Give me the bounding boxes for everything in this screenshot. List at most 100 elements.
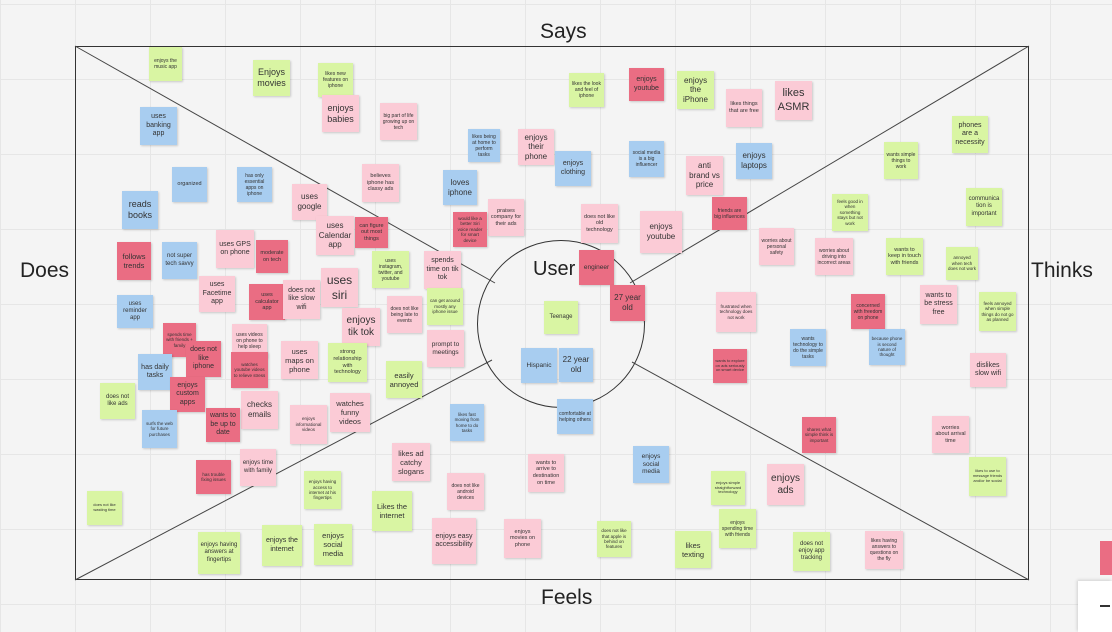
sticky-note[interactable]: surfs the web for future purchases [142, 410, 177, 448]
sticky-note[interactable]: Hispanic [521, 348, 557, 383]
sticky-note[interactable]: can get around mostly any iphone issue [427, 288, 463, 325]
sticky-note[interactable]: prompt to meetings [427, 330, 464, 367]
sticky-note[interactable]: can figure out most things [355, 217, 388, 248]
sticky-note[interactable]: shares what simple think is important [802, 417, 836, 453]
sticky-note[interactable]: Teenage [544, 301, 578, 334]
sticky-note[interactable]: enjoys having answers at fingertips [198, 532, 240, 574]
sticky-note[interactable]: frustrated when technology does not work [716, 292, 756, 332]
sticky-note[interactable]: worries about personal safety [759, 228, 794, 265]
sticky-note[interactable]: uses reminder app [117, 295, 153, 328]
sticky-note[interactable]: 22 year old [559, 348, 593, 382]
sticky-note[interactable]: has trouble fixing issues [196, 460, 231, 494]
sticky-note[interactable]: enjoys ads [767, 464, 804, 505]
sticky-note[interactable]: 27 year old [610, 285, 645, 321]
sticky-note[interactable]: social media is a big influencer [629, 141, 664, 177]
sticky-note[interactable]: does not like ads [100, 383, 135, 419]
sticky-note[interactable]: enjoys movies on phone [504, 519, 541, 558]
sticky-note[interactable]: watches youtube videos to relieve stress [231, 352, 268, 388]
sticky-note[interactable]: enjoys tik tok [342, 308, 380, 346]
sticky-note[interactable]: enjoys clothing [555, 151, 591, 186]
sticky-note[interactable]: would like a better Siri voice reader fo… [453, 212, 487, 247]
sticky-note[interactable]: enjoys social media [633, 446, 669, 483]
sticky-note[interactable]: wants simple things to work [884, 142, 918, 179]
sticky-note[interactable]: likes texting [675, 531, 711, 568]
sticky-note[interactable]: does not like android devices [447, 473, 484, 510]
sticky-note[interactable]: anti brand vs price [686, 156, 723, 195]
sticky-note[interactable]: phones are a necessity [952, 116, 988, 153]
sticky-note[interactable]: worries about arrival time [932, 416, 969, 453]
sticky-note[interactable]: wants to keep in touch with friends [886, 238, 923, 275]
sticky-note[interactable]: does not like being late to events [387, 296, 422, 333]
offscreen-sticky-note[interactable] [1100, 541, 1112, 575]
sticky-note[interactable]: watches funny videos [330, 393, 370, 432]
sticky-note[interactable]: concerned with freedom on phone [851, 294, 885, 329]
sticky-note[interactable]: wants technology to do the simple tasks [790, 329, 826, 366]
sticky-note[interactable]: not super tech savvy [162, 242, 197, 279]
sticky-note[interactable]: likes new features on iphone [318, 63, 353, 97]
sticky-note[interactable]: feels good in when something stays but n… [832, 194, 868, 231]
sticky-note[interactable]: likes ad catchy slogans [392, 443, 430, 481]
sticky-note[interactable]: communication is important [966, 188, 1002, 226]
sticky-note[interactable]: likes the look and feel of iphone [569, 73, 604, 107]
sticky-note[interactable]: dislikes slow wifi [970, 353, 1006, 387]
sticky-note[interactable]: follows trends [117, 242, 151, 280]
sticky-note[interactable]: friends are big influences [712, 197, 747, 230]
sticky-note[interactable]: does not enjoy app tracking [793, 532, 830, 571]
sticky-note[interactable]: Enjoys movies [253, 60, 290, 96]
sticky-note[interactable]: enjoys the internet [262, 525, 302, 566]
sticky-note[interactable]: engineer [579, 250, 614, 285]
sticky-note[interactable]: likes being at home to perform tasks [468, 129, 500, 162]
sticky-note[interactable]: strong relationship with technology [328, 343, 367, 382]
sticky-note[interactable]: does not like iphone [186, 341, 221, 377]
sticky-note[interactable]: wants to be up to date [206, 408, 240, 442]
sticky-note[interactable]: likes fast moving from home to do tasks [450, 404, 484, 441]
sticky-note[interactable]: enjoys their phone [518, 129, 554, 165]
sticky-note[interactable]: does not like slow wifi [283, 280, 320, 319]
sticky-note[interactable]: checks emails [241, 391, 278, 429]
sticky-note[interactable]: enjoys youtube [640, 211, 682, 253]
sticky-note[interactable]: praises company for their ads [488, 199, 524, 236]
sticky-note[interactable]: moderate on tech [256, 240, 288, 273]
sticky-note[interactable]: does not like wasting time [87, 491, 122, 525]
sticky-note[interactable]: loves iphone [443, 170, 477, 205]
sticky-note[interactable]: wants to arrive to destination on time [528, 454, 564, 492]
sticky-note[interactable]: does not like that apple is behind on fe… [597, 521, 631, 557]
sticky-note[interactable]: does not like old technology [581, 204, 618, 243]
sticky-note[interactable]: believes iphone has classy ads [362, 164, 399, 202]
sticky-note[interactable]: uses maps on phone [281, 341, 318, 379]
sticky-note[interactable]: likes things that are free [726, 89, 762, 127]
sticky-note[interactable]: big part of life growing up on tech [380, 103, 417, 140]
sticky-note[interactable]: because phone is second nature of though… [869, 329, 905, 365]
sticky-note[interactable]: uses GPS on phone [216, 230, 254, 268]
sticky-note[interactable]: enjoys custom apps [170, 377, 205, 412]
sticky-note[interactable]: worries about driving into incorrect are… [815, 238, 853, 275]
sticky-note[interactable]: annoyed when tech does not work [946, 247, 978, 280]
sticky-note[interactable]: enjoys time with family [240, 449, 276, 486]
sticky-note[interactable]: likes ASMR [775, 81, 812, 120]
sticky-note[interactable]: uses instagram, twitter, and youtube [372, 251, 409, 288]
sticky-note[interactable]: enjoys informational videos [290, 405, 327, 444]
zoom-out-button[interactable] [1078, 581, 1112, 632]
sticky-note[interactable]: uses banking app [140, 107, 177, 145]
sticky-note[interactable]: uses calculator app [249, 284, 285, 320]
sticky-note[interactable]: easily annoyed [386, 361, 422, 398]
sticky-note[interactable]: enjoys social media [314, 524, 352, 565]
sticky-note[interactable]: Likes the internet [372, 491, 412, 531]
sticky-note[interactable]: organized [172, 167, 207, 202]
sticky-note[interactable]: likes having answers to questions on the… [865, 531, 903, 569]
sticky-note[interactable]: has daily tasks [138, 354, 172, 390]
sticky-note[interactable]: enjoys laptops [736, 143, 772, 179]
sticky-note[interactable]: spends time on tik tok [424, 251, 461, 289]
sticky-note[interactable]: wants to be stress free [920, 285, 957, 324]
sticky-note[interactable]: enjoys easy accessibility [432, 518, 476, 564]
sticky-note[interactable]: feels annoyed when simple things do not … [979, 292, 1016, 331]
sticky-note[interactable]: has only essential apps on iphone [237, 167, 272, 202]
sticky-note[interactable]: likes to use to message friends and/or b… [969, 457, 1006, 496]
sticky-note[interactable]: uses siri [321, 268, 358, 307]
sticky-note[interactable]: enjoys the iPhone [677, 71, 714, 109]
sticky-note[interactable]: enjoys spending time with friends [719, 509, 756, 548]
sticky-note[interactable]: enjoys youtube [629, 68, 664, 101]
sticky-note[interactable]: reads books [122, 191, 158, 229]
sticky-note[interactable]: enjoys having access to internet at his … [304, 471, 341, 509]
sticky-note[interactable]: enjoys babies [322, 95, 359, 132]
